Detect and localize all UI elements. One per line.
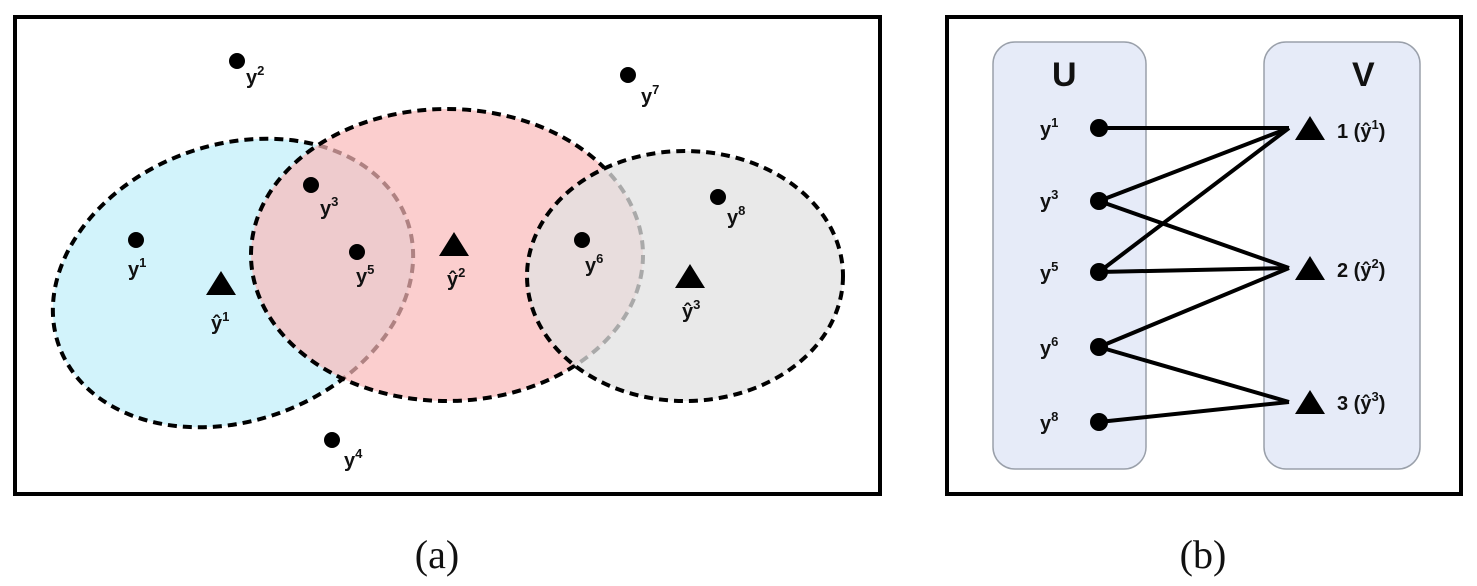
node-label: y1 <box>1040 115 1058 141</box>
node-marker <box>1090 413 1108 431</box>
triangle-marker <box>206 271 236 295</box>
edge-y8-v3 <box>1098 400 1290 424</box>
triangle-marker <box>1295 116 1325 140</box>
point-marker <box>349 244 365 260</box>
left-node-y6: y6 <box>1040 334 1108 360</box>
point-label: y7 <box>641 82 659 108</box>
point-label: y6 <box>585 251 603 277</box>
node-label: y6 <box>1040 334 1058 360</box>
right-node-3: 3 (ŷ3) <box>1295 389 1385 415</box>
data-point-y2: y2 <box>229 53 264 89</box>
center-label: ŷ2 <box>447 265 465 291</box>
caption-b: (b) <box>1180 532 1227 577</box>
node-label: y3 <box>1040 187 1058 213</box>
point-label: y2 <box>246 63 264 89</box>
edge-y5-v2 <box>1098 266 1290 274</box>
point-label: y5 <box>356 262 374 288</box>
point-marker <box>574 232 590 248</box>
cluster-center-1: ŷ1 <box>206 271 236 335</box>
panel-b: U V y1 y3 y5 y6 <box>945 15 1463 496</box>
point-marker <box>303 177 319 193</box>
edge-y3-v1 <box>1098 126 1290 203</box>
point-marker <box>710 189 726 205</box>
caption-a: (a) <box>415 532 459 577</box>
point-label: y4 <box>344 446 363 472</box>
node-marker <box>1090 263 1108 281</box>
left-node-y5: y5 <box>1040 259 1108 285</box>
data-point-y1: y1 <box>128 232 146 281</box>
left-node-y3: y3 <box>1040 187 1108 213</box>
edge-y3-v2 <box>1098 199 1290 270</box>
node-label: 1 (ŷ1) <box>1337 117 1385 143</box>
set-u-box <box>992 41 1147 470</box>
point-label: y1 <box>128 255 146 281</box>
left-node-y1: y1 <box>1040 115 1108 141</box>
panel-a: y1 y2 y3 y4 y5 y6 y7 y8 <box>13 15 882 496</box>
data-point-y7: y7 <box>620 67 659 108</box>
node-label: 2 (ŷ2) <box>1337 256 1385 282</box>
data-point-y3: y3 <box>303 177 338 220</box>
set-v-label: V <box>1352 56 1375 94</box>
point-label: y3 <box>320 194 338 220</box>
edge-y6-v3 <box>1098 345 1290 404</box>
edges <box>1097 126 1291 424</box>
node-label: y5 <box>1040 259 1058 285</box>
point-marker <box>620 67 636 83</box>
node-label: 3 (ŷ3) <box>1337 389 1385 415</box>
point-marker <box>229 53 245 69</box>
point-marker <box>324 432 340 448</box>
set-v-box <box>1263 41 1421 470</box>
data-point-y6: y6 <box>574 232 603 277</box>
data-point-y4: y4 <box>324 432 363 472</box>
triangle-marker <box>1295 256 1325 280</box>
cluster-center-2: ŷ2 <box>439 232 469 291</box>
node-marker <box>1090 119 1108 137</box>
set-u-label: U <box>1052 56 1077 94</box>
right-node-1: 1 (ŷ1) <box>1295 116 1385 143</box>
node-marker <box>1090 192 1108 210</box>
data-point-y5: y5 <box>349 244 374 288</box>
left-node-y8: y8 <box>1040 409 1108 435</box>
triangle-marker <box>675 264 705 288</box>
point-marker <box>128 232 144 248</box>
triangle-marker <box>439 232 469 256</box>
point-label: y8 <box>727 203 745 229</box>
edge-y6-v2 <box>1098 266 1290 349</box>
node-label: y8 <box>1040 409 1058 435</box>
right-node-2: 2 (ŷ2) <box>1295 256 1385 282</box>
center-label: ŷ1 <box>211 309 229 335</box>
node-marker <box>1090 338 1108 356</box>
edge-y5-v1 <box>1097 126 1291 274</box>
data-point-y8: y8 <box>710 189 745 229</box>
triangle-marker <box>1295 390 1325 414</box>
center-label: ŷ3 <box>682 297 700 323</box>
cluster-center-3: ŷ3 <box>675 264 705 323</box>
